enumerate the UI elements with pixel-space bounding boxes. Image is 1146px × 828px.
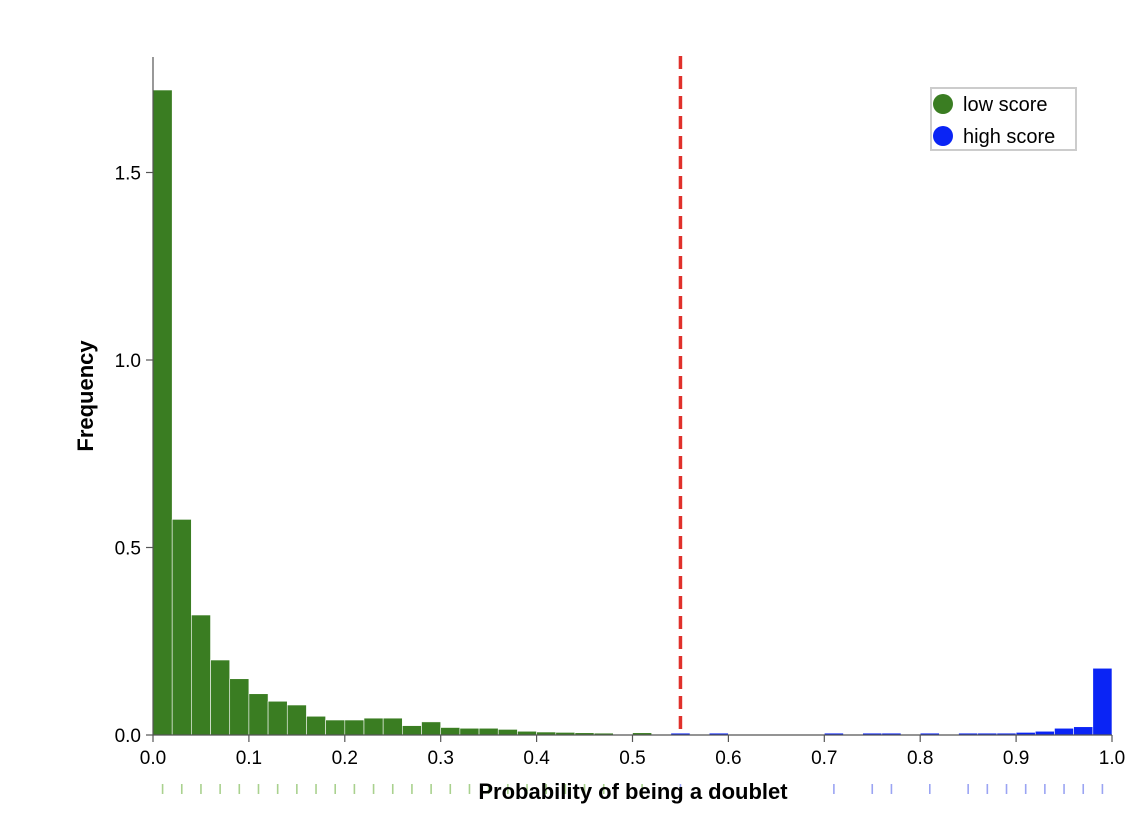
low-score-bar <box>306 715 326 736</box>
x-tick-label: 0.3 <box>427 748 453 769</box>
low-score-bar <box>191 614 211 736</box>
x-axis-ticks: 0.0 0.1 0.2 0.3 0.4 0.5 0.6 0.7 0.8 0.9 1.0 <box>140 735 1125 769</box>
axes: 0.0 0.1 0.2 0.3 0.4 0.5 0.6 0.7 0.8 0.9 1.0 0.0 0.5… <box>115 57 1125 769</box>
low-score-bar <box>152 89 173 736</box>
x-tick-label: 0.4 <box>523 748 550 769</box>
high-score-bar <box>1073 726 1094 736</box>
legend-label-high-score: high score <box>963 126 1055 148</box>
low-score-bar <box>171 519 192 736</box>
y-tick-label: 1.5 <box>115 164 141 185</box>
low-score-bar <box>229 678 250 736</box>
low-score-bar <box>286 704 307 736</box>
low-score-bar <box>344 719 365 736</box>
low-score-bars <box>152 89 652 736</box>
low-score-bar <box>267 700 288 736</box>
legend-box <box>930 87 1077 151</box>
x-axis-title: Probability of being a doublet <box>478 779 788 804</box>
x-tick-label: 0.0 <box>140 748 166 769</box>
high-score-bar <box>1054 727 1074 736</box>
low-score-bar <box>478 727 499 736</box>
low-score-bar <box>402 725 422 736</box>
y-axis-ticks: 0.0 0.5 1.0 1.5 <box>115 164 153 747</box>
low-score-bar <box>497 729 518 736</box>
high-score-bar <box>1092 667 1113 736</box>
y-axis-title: Frequency <box>73 340 98 452</box>
legend-swatch-low-score <box>933 94 953 114</box>
x-tick-label: 0.5 <box>619 748 645 769</box>
high-score-bars <box>670 667 1113 736</box>
low-score-bar <box>382 717 403 736</box>
low-score-bar <box>248 693 269 736</box>
y-tick-label: 1.0 <box>115 351 141 372</box>
y-tick-label: 0.5 <box>115 539 141 560</box>
legend-swatch-high-score <box>933 126 953 146</box>
low-score-bar <box>325 719 346 736</box>
x-tick-label: 0.8 <box>907 748 933 769</box>
low-score-bar <box>210 659 231 736</box>
legend-label-low-score: low score <box>963 94 1047 116</box>
y-tick-label: 0.0 <box>115 726 141 747</box>
x-tick-label: 0.1 <box>236 748 262 769</box>
x-tick-label: 0.2 <box>332 748 358 769</box>
low-score-bar <box>459 727 480 736</box>
low-score-bar <box>421 721 441 736</box>
x-tick-label: 0.6 <box>715 748 741 769</box>
x-tick-label: 0.9 <box>1003 748 1029 769</box>
legend: low score high score <box>930 87 1077 151</box>
x-tick-label: 1.0 <box>1099 748 1125 769</box>
rug-marks <box>161 784 1104 794</box>
x-tick-label: 0.7 <box>811 748 837 769</box>
low-score-bar <box>440 727 461 736</box>
low-score-bar <box>363 717 384 736</box>
